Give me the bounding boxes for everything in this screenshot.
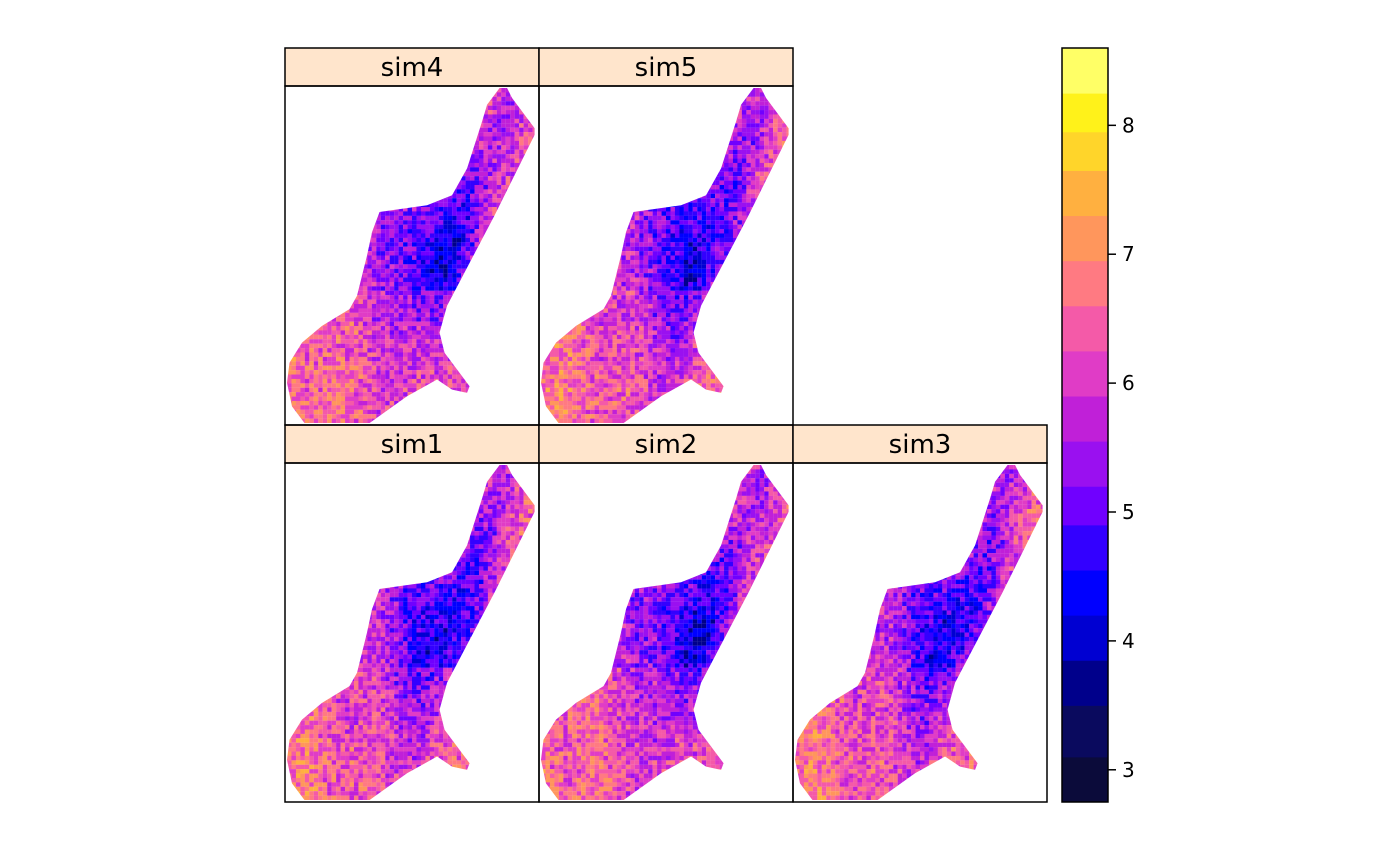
strip-sim3 <box>792 424 1048 464</box>
colorkey: 3 4 5 6 7 8 <box>1061 47 1135 803</box>
strip-label: sim5 <box>635 53 698 83</box>
panels-layer: sim1 sim2 sim3 sim4 sim5 <box>284 47 1048 803</box>
colorkey-bin <box>1062 170 1108 217</box>
raster-sim5 <box>541 88 789 423</box>
panel-sim2: sim2 <box>538 424 794 803</box>
panel-sim1: sim1 <box>284 424 540 803</box>
colorkey-bin <box>1062 570 1108 616</box>
raster-sim1 <box>287 465 535 800</box>
colorkey-bin <box>1062 305 1108 352</box>
colorkey-bin <box>1062 215 1108 262</box>
colorkey-bin <box>1062 705 1108 758</box>
raster-sim4 <box>287 88 535 423</box>
colorkey-tick-label: 8 <box>1122 113 1135 137</box>
colorkey-bin <box>1062 350 1108 397</box>
strip-label: sim3 <box>889 430 952 460</box>
strip-sim2 <box>538 424 794 464</box>
panel-sim5: sim5 <box>538 47 794 426</box>
raster-sim2 <box>541 465 789 800</box>
colorkey-bin <box>1062 615 1108 661</box>
panel-sim4: sim4 <box>284 47 540 426</box>
colorkey-tick-label: 3 <box>1122 758 1135 782</box>
colorkey-tick-label: 7 <box>1122 242 1135 266</box>
panel-sim3: sim3 <box>792 424 1048 803</box>
colorkey-bin <box>1062 756 1108 803</box>
strip-label: sim2 <box>635 430 698 460</box>
colorkey-bin <box>1062 441 1108 487</box>
strip-label: sim4 <box>381 53 444 83</box>
colorkey-tick-label: 6 <box>1122 371 1135 395</box>
colorkey-tick-label: 5 <box>1122 500 1135 524</box>
colorkey-bin <box>1062 48 1108 94</box>
colorkey-bin <box>1062 486 1108 526</box>
colorkey-frame <box>1061 47 1109 803</box>
panel-frame <box>792 462 1048 803</box>
colorkey-bin <box>1062 93 1108 133</box>
colorkey-bin <box>1062 260 1108 307</box>
panel-frame <box>538 85 794 426</box>
colorkey-tick-label: 4 <box>1122 629 1135 653</box>
colorkey-bin <box>1062 524 1108 571</box>
colorkey-bin <box>1062 396 1108 442</box>
strip-sim5 <box>538 47 794 87</box>
colorkey-bin <box>1062 660 1108 706</box>
strip-sim1 <box>284 424 540 464</box>
raster-sim3 <box>795 465 1043 800</box>
colorkey-bin <box>1062 131 1108 171</box>
strip-label: sim1 <box>381 430 444 460</box>
strip-sim4 <box>284 47 540 87</box>
